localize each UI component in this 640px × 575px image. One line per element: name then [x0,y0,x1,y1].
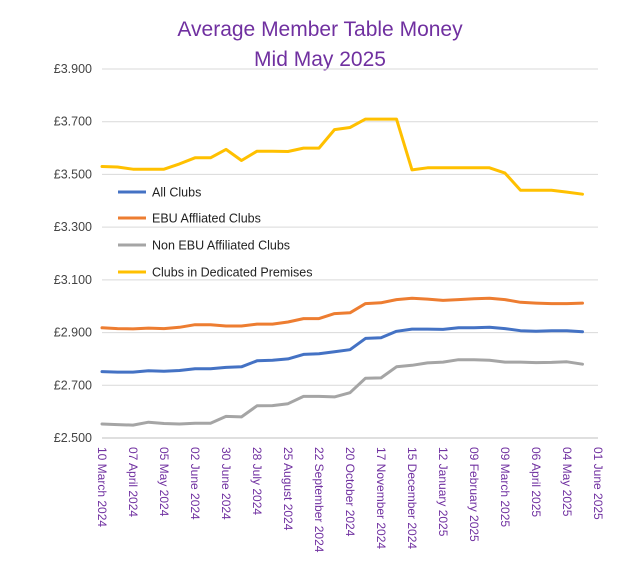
series-line-3 [100,117,584,196]
y-axis-ticks: £2.500 £2.700 £2.900 £3.100 £3.300 £3.500 £3.7… [54,62,92,445]
y-tick-label: £3.100 [54,273,92,287]
chart-title: Average Member Table Money [177,18,463,41]
x-tick-label: 01 June 2025 [591,447,605,520]
gridlines [102,68,598,439]
legend-label: All Clubs [152,186,201,200]
x-tick-label: 25 August 2024 [281,447,295,531]
x-tick-label: 06 April 2025 [529,447,543,517]
series-lines [100,117,584,427]
x-tick-label: 28 July 2024 [250,447,264,515]
legend-label: Non EBU Affiliated Clubs [152,239,290,253]
x-tick-label: 02 June 2024 [188,447,202,520]
x-tick-label: 09 March 2025 [498,447,512,527]
x-tick-label: 10 March 2024 [95,447,109,527]
y-tick-label: £2.500 [54,431,92,445]
series-line-0 [100,325,584,374]
y-tick-label: £3.900 [54,62,92,76]
legend-label: Clubs in Dedicated Premises [152,266,313,280]
x-tick-label: 30 June 2024 [219,447,233,520]
x-tick-label: 17 November 2024 [374,447,388,549]
x-tick-label: 09 February 2025 [467,447,481,542]
y-tick-label: £3.300 [54,220,92,234]
series-line-2 [100,358,584,427]
legend: All Clubs EBU Affliated Clubs Non EBU Affi… [118,186,313,280]
series-line-1 [100,296,584,331]
x-axis-ticks: 10 March 2024 07 April 2024 05 May 2024 02 … [95,447,605,553]
x-tick-label: 05 May 2024 [157,447,171,517]
x-tick-label: 22 September 2024 [312,447,326,553]
x-tick-label: 04 May 2025 [560,447,574,517]
legend-label: EBU Affliated Clubs [152,212,261,226]
y-tick-label: £2.900 [54,326,92,340]
x-tick-label: 20 October 2024 [343,447,357,537]
y-tick-label: £2.700 [54,378,92,392]
chart-subtitle: Mid May 2025 [254,48,386,71]
y-tick-label: £3.700 [54,115,92,129]
x-tick-label: 15 December 2024 [405,447,419,549]
x-tick-label: 07 April 2024 [126,447,140,517]
x-tick-label: 12 January 2025 [436,447,450,537]
y-tick-label: £3.500 [54,167,92,181]
